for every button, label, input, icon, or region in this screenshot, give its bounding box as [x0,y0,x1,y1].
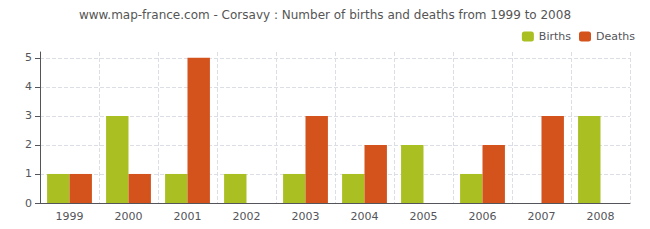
svg-text:4: 4 [25,80,32,93]
svg-text:Births: Births [539,30,571,43]
svg-text:5: 5 [25,51,32,64]
svg-text:2000: 2000 [115,210,143,223]
svg-text:Deaths: Deaths [596,30,635,43]
svg-text:3: 3 [25,109,32,122]
svg-text:2002: 2002 [233,210,261,223]
svg-text:2003: 2003 [292,210,320,223]
svg-text:2001: 2001 [174,210,202,223]
svg-text:2: 2 [25,138,32,151]
svg-text:2006: 2006 [469,210,497,223]
svg-text:2004: 2004 [351,210,379,223]
svg-text:1999: 1999 [56,210,84,223]
svg-text:1: 1 [25,167,32,180]
svg-text:2005: 2005 [410,210,438,223]
svg-text:0: 0 [25,197,32,210]
svg-text:www.map-france.com - Corsavy :: www.map-france.com - Corsavy : Number of… [79,8,571,22]
svg-text:2008: 2008 [587,210,615,223]
svg-text:2007: 2007 [528,210,556,223]
